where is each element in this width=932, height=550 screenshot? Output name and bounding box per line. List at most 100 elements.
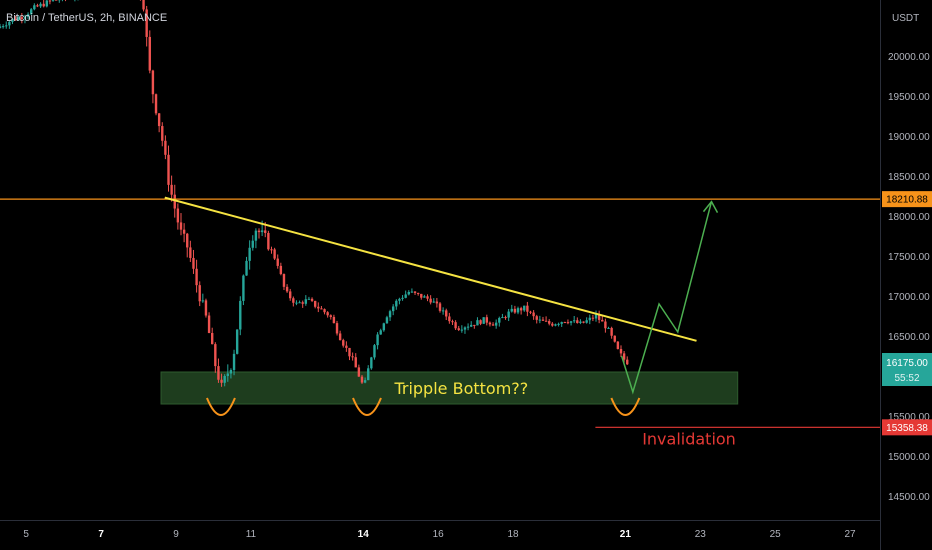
candle-body bbox=[154, 94, 158, 114]
candle-body bbox=[145, 9, 148, 37]
candle-body bbox=[1, 26, 5, 28]
candle-body bbox=[232, 353, 236, 370]
candle-body bbox=[298, 302, 301, 304]
x-tick-label: 16 bbox=[433, 529, 445, 540]
candle-body bbox=[404, 294, 407, 298]
candle-body bbox=[610, 327, 613, 336]
candle-body bbox=[604, 321, 607, 329]
candle-body bbox=[326, 312, 329, 316]
candle-body bbox=[388, 311, 392, 318]
candle-body bbox=[151, 70, 155, 95]
candle-body bbox=[264, 230, 267, 233]
bottom-arc bbox=[206, 397, 236, 416]
candle-body bbox=[535, 316, 538, 320]
y-tick-label: 19500.00 bbox=[888, 92, 930, 103]
candle-body bbox=[357, 367, 361, 377]
candle-body bbox=[494, 322, 498, 326]
candle-body bbox=[482, 317, 485, 324]
candle-body bbox=[479, 320, 482, 324]
candle-body bbox=[416, 292, 420, 294]
candle-body bbox=[544, 320, 548, 322]
candle-body bbox=[454, 322, 457, 329]
candle-body bbox=[214, 344, 217, 367]
candle-body bbox=[451, 321, 454, 323]
candle-body bbox=[510, 308, 513, 312]
resistance-badge-bg bbox=[882, 191, 932, 208]
candle-body bbox=[395, 300, 398, 307]
chart-drawings bbox=[164, 196, 719, 416]
candle-body bbox=[557, 323, 560, 325]
candle-body bbox=[526, 305, 529, 312]
invalidation-annotation: Invalidation bbox=[642, 429, 736, 448]
candle-body bbox=[410, 291, 414, 293]
candle-body bbox=[457, 328, 460, 330]
candle-body bbox=[20, 17, 24, 19]
candle-body bbox=[560, 322, 563, 324]
candle-body bbox=[161, 126, 164, 141]
candle-body bbox=[189, 247, 192, 258]
candle-body bbox=[5, 25, 8, 27]
candle-body bbox=[33, 5, 36, 10]
candle-body bbox=[360, 376, 364, 383]
candle-body bbox=[379, 330, 382, 335]
candle-body bbox=[485, 317, 489, 323]
candle-body bbox=[401, 297, 404, 299]
candle-body bbox=[501, 317, 504, 319]
pattern-annotation: Tripple Bottom?? bbox=[393, 379, 528, 398]
candle-body bbox=[332, 316, 336, 324]
candle-body bbox=[376, 334, 379, 346]
candle-body bbox=[554, 324, 557, 326]
candle-body bbox=[541, 319, 545, 321]
price-badges: 18210.88 15358.38 16175.00 55:52 bbox=[882, 191, 932, 436]
candlestick-series bbox=[0, 0, 629, 387]
candle-body bbox=[320, 308, 323, 310]
candle-body bbox=[301, 302, 304, 304]
candle-body bbox=[423, 296, 426, 298]
candle-body bbox=[551, 323, 554, 326]
candle-body bbox=[616, 341, 620, 349]
candle-body bbox=[435, 301, 439, 304]
candle-body bbox=[529, 311, 532, 313]
candle-body bbox=[142, 0, 145, 10]
candle-body bbox=[220, 379, 223, 383]
candle-body bbox=[251, 240, 254, 248]
candle-body bbox=[473, 324, 476, 326]
chart-grid bbox=[0, 0, 881, 550]
candle-body bbox=[579, 321, 582, 323]
candle-body bbox=[270, 249, 273, 251]
candle-body bbox=[0, 26, 2, 28]
support-zone: Tripple Bottom?? bbox=[160, 371, 739, 405]
candle-body bbox=[460, 329, 464, 331]
candle-body bbox=[267, 232, 270, 250]
candle-body bbox=[626, 359, 629, 365]
candle-body bbox=[11, 18, 14, 22]
candle-body bbox=[14, 18, 17, 21]
candle-body bbox=[576, 320, 579, 323]
candle-body bbox=[548, 321, 551, 324]
countdown-label: 55:52 bbox=[894, 373, 919, 384]
candle-body bbox=[432, 301, 435, 303]
x-tick-label: 14 bbox=[358, 529, 370, 540]
candle-body bbox=[295, 302, 298, 304]
candle-body bbox=[8, 21, 11, 26]
candle-body bbox=[217, 366, 220, 380]
candle-body bbox=[167, 154, 170, 185]
price-levels: Invalidation bbox=[0, 198, 880, 448]
x-tick-label: 18 bbox=[507, 529, 519, 540]
candle-body bbox=[273, 249, 276, 259]
candle-body bbox=[323, 309, 326, 313]
candle-body bbox=[438, 303, 442, 311]
candle-body bbox=[254, 230, 258, 241]
y-tick-label: 15500.00 bbox=[888, 412, 930, 423]
candle-body bbox=[257, 230, 261, 233]
candle-body bbox=[54, 0, 58, 1]
candle-body bbox=[351, 356, 354, 358]
y-axis-unit-label: USDT bbox=[892, 13, 919, 24]
candle-body bbox=[245, 260, 248, 276]
candle-body bbox=[476, 320, 479, 326]
candle-body bbox=[607, 327, 610, 329]
candle-body bbox=[164, 140, 167, 155]
x-tick-label: 5 bbox=[23, 529, 29, 540]
candle-body bbox=[204, 300, 208, 316]
